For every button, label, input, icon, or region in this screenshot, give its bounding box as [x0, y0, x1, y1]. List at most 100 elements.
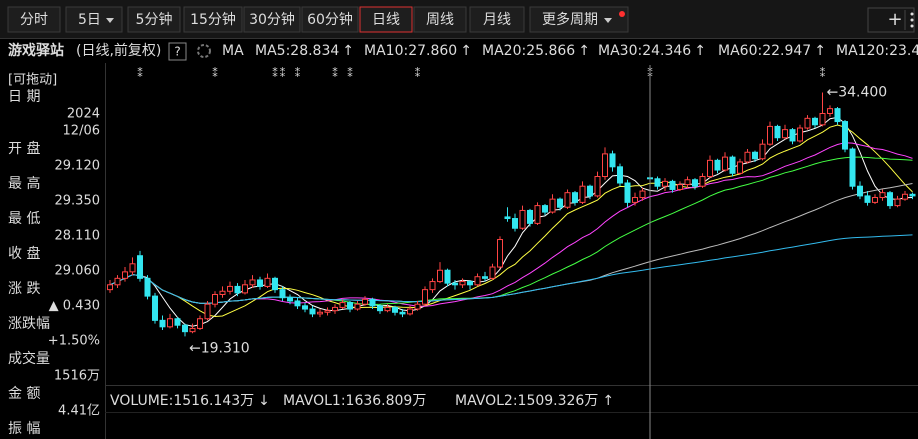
candle-body [437, 269, 443, 283]
field-value: 4.41亿 [58, 404, 100, 419]
tab-label[interactable]: 分时 [20, 12, 48, 28]
field-value: ▲ 0.430 [49, 299, 100, 314]
candle-body [369, 298, 376, 307]
tab-button[interactable] [243, 6, 301, 33]
candle-body [669, 180, 676, 190]
tab-label[interactable]: 月线 [483, 12, 511, 28]
candle-body [257, 279, 263, 287]
candle-body [534, 205, 541, 224]
drag-label[interactable]: [可拖动] [8, 73, 57, 88]
ma-indicator: MA60:22.947 [718, 43, 811, 59]
tab-label[interactable]: 5日 [78, 12, 101, 28]
candle-body [152, 295, 158, 321]
candle-body [804, 117, 811, 129]
candle-body [294, 300, 301, 307]
candle-body [557, 198, 563, 208]
candle-body [812, 117, 818, 126]
trend-arrow: ↑ [694, 43, 706, 59]
candle-body [774, 125, 781, 139]
tab-label[interactable]: 15分钟 [190, 11, 236, 28]
tab-button[interactable] [183, 6, 243, 33]
candle-body [519, 209, 526, 229]
candle-body [429, 281, 436, 291]
candle-body [317, 311, 323, 315]
candle-body [332, 306, 338, 312]
tab-button[interactable] [301, 6, 359, 33]
field-value: 1516万 [54, 369, 100, 384]
candle-body [542, 205, 548, 213]
tab-button[interactable] [127, 6, 181, 33]
volume-indicator: MAVOL2:1509.326万 [455, 393, 598, 409]
tab-label[interactable]: 5分钟 [136, 11, 173, 28]
tab-button[interactable] [469, 6, 525, 33]
event-marker: ⁑ [280, 67, 286, 80]
candle-body [834, 108, 841, 123]
candle-body [182, 324, 188, 333]
field-value: 2024 [67, 107, 100, 122]
trend-arrow: ↑ [460, 43, 472, 59]
help-icon[interactable]: ? [174, 45, 180, 59]
settings-icon[interactable] [197, 44, 211, 58]
tab-button[interactable] [359, 6, 413, 33]
tab-button[interactable] [413, 6, 467, 33]
field-label: 成交量 [8, 350, 50, 367]
tab-label[interactable]: 日线 [372, 12, 400, 28]
candle-body [452, 282, 458, 286]
field-value: 29.350 [55, 194, 101, 209]
menu-dot[interactable] [910, 12, 914, 16]
candle-body [587, 185, 593, 197]
tab-button[interactable] [7, 6, 61, 33]
candle-body [407, 308, 413, 315]
candle-body [459, 281, 466, 286]
dropdown-arrow [604, 18, 612, 23]
event-marker: ⁑ [347, 67, 353, 80]
stock-subtitle: (日线,前复权) [76, 42, 161, 59]
candle-body [857, 185, 863, 197]
candle-body [564, 192, 571, 208]
candle-body [572, 192, 578, 203]
tool-buttons[interactable] [867, 7, 915, 33]
field-value: 29.120 [55, 159, 101, 174]
ma-label: MA [222, 43, 244, 59]
candle-body [602, 153, 608, 178]
menu-dot[interactable] [910, 18, 914, 22]
candle-body [129, 263, 136, 273]
tab-label[interactable]: 60分钟 [307, 11, 353, 28]
event-marker: ⁑ [415, 67, 421, 80]
tab-label[interactable]: 30分钟 [249, 11, 295, 28]
event-marker: ⁑ [820, 67, 826, 80]
dropdown-arrow [106, 18, 114, 23]
candle-body [159, 319, 166, 328]
candle-body [137, 255, 143, 279]
candle-body [744, 151, 751, 163]
field-label: 振 幅 [8, 421, 40, 437]
candle-body [227, 285, 233, 292]
candle-body [354, 303, 361, 310]
help-box[interactable] [168, 42, 187, 61]
tab-label[interactable]: 周线 [426, 12, 454, 28]
candle-body [692, 179, 698, 187]
field-value: 29.060 [55, 264, 101, 279]
candle-body [662, 180, 668, 187]
candle-body [384, 306, 391, 312]
event-marker: ⁑ [272, 67, 278, 80]
ma-indicator: MA20:25.866 [482, 43, 575, 59]
add-button[interactable]: + [887, 9, 902, 30]
tab-label[interactable]: 更多周期 [542, 11, 598, 28]
trend-arrow: ↑ [602, 393, 614, 409]
event-marker: ⁑ [332, 67, 338, 80]
candle-body [414, 303, 421, 310]
candle-body [324, 310, 331, 313]
candle-body [767, 125, 773, 145]
candle-body [474, 276, 481, 286]
candle-body [489, 266, 496, 279]
ma-indicator: MA5:28.834 [255, 43, 339, 59]
candle-body [287, 297, 293, 302]
menu-dot[interactable] [910, 24, 914, 28]
event-marker: ⁑ [137, 67, 143, 80]
tab-button[interactable] [529, 6, 629, 33]
trend-arrow: ↑ [578, 43, 590, 59]
candle-body [594, 176, 601, 197]
field-label: 涨跌幅 [8, 316, 50, 332]
